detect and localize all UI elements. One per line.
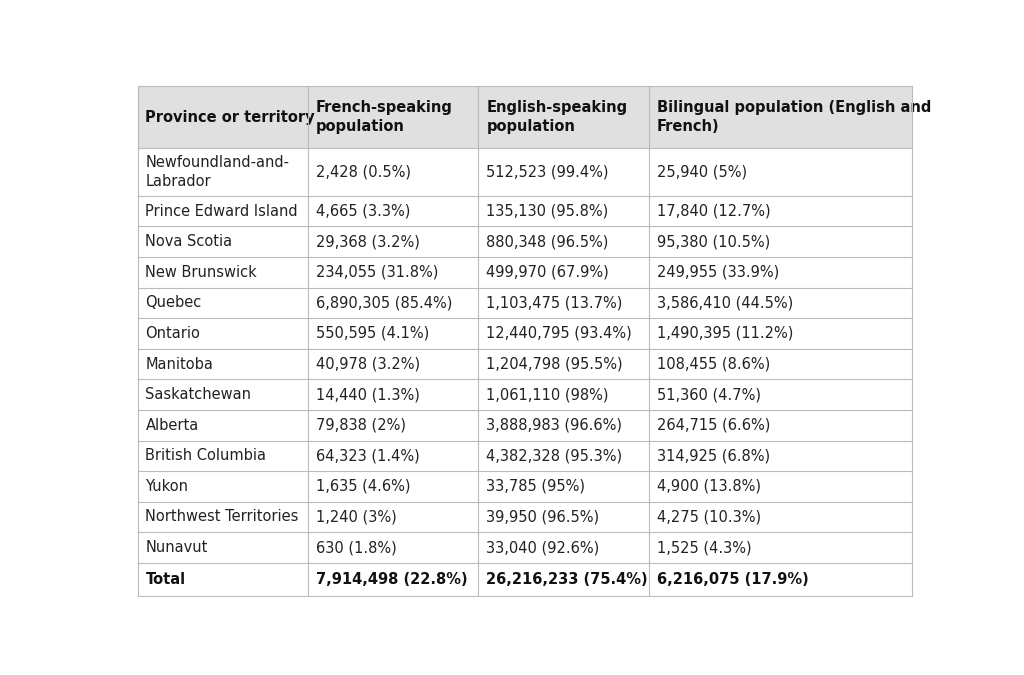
Text: Province or territory: Province or territory <box>145 110 315 125</box>
Text: 108,455 (8.6%): 108,455 (8.6%) <box>656 356 770 371</box>
Text: 4,275 (10.3%): 4,275 (10.3%) <box>656 510 761 524</box>
Text: Bilingual population (English and
French): Bilingual population (English and French… <box>656 100 931 134</box>
Bar <box>137 86 912 148</box>
Text: 3,586,410 (44.5%): 3,586,410 (44.5%) <box>656 296 793 310</box>
Text: 25,940 (5%): 25,940 (5%) <box>656 165 746 180</box>
Bar <box>137 196 912 226</box>
Text: Nova Scotia: Nova Scotia <box>145 234 232 249</box>
Bar <box>137 379 912 410</box>
Text: 39,950 (96.5%): 39,950 (96.5%) <box>486 510 599 524</box>
Text: 17,840 (12.7%): 17,840 (12.7%) <box>656 204 770 219</box>
Text: 1,204,798 (95.5%): 1,204,798 (95.5%) <box>486 356 623 371</box>
Bar <box>137 441 912 471</box>
Bar <box>137 288 912 318</box>
Text: Northwest Territories: Northwest Territories <box>145 510 299 524</box>
Text: Saskatchewan: Saskatchewan <box>145 387 252 402</box>
Text: 6,890,305 (85.4%): 6,890,305 (85.4%) <box>315 296 453 310</box>
Text: French-speaking
population: French-speaking population <box>315 100 453 134</box>
Text: 1,635 (4.6%): 1,635 (4.6%) <box>315 479 411 494</box>
Bar <box>137 410 912 441</box>
Text: Nunavut: Nunavut <box>145 540 208 555</box>
Text: 33,040 (92.6%): 33,040 (92.6%) <box>486 540 599 555</box>
Text: 1,061,110 (98%): 1,061,110 (98%) <box>486 387 608 402</box>
Text: Prince Edward Island: Prince Edward Island <box>145 204 298 219</box>
Text: 95,380 (10.5%): 95,380 (10.5%) <box>656 234 770 249</box>
Text: Quebec: Quebec <box>145 296 202 310</box>
Text: 14,440 (1.3%): 14,440 (1.3%) <box>315 387 420 402</box>
Text: 12,440,795 (93.4%): 12,440,795 (93.4%) <box>486 326 632 341</box>
Text: 630 (1.8%): 630 (1.8%) <box>315 540 396 555</box>
Text: 3,888,983 (96.6%): 3,888,983 (96.6%) <box>486 418 623 433</box>
Text: New Brunswick: New Brunswick <box>145 265 257 280</box>
Bar <box>137 148 912 196</box>
Text: 314,925 (6.8%): 314,925 (6.8%) <box>656 448 770 463</box>
Text: 1,490,395 (11.2%): 1,490,395 (11.2%) <box>656 326 793 341</box>
Text: 1,525 (4.3%): 1,525 (4.3%) <box>656 540 752 555</box>
Text: 6,216,075 (17.9%): 6,216,075 (17.9%) <box>656 572 808 587</box>
Text: English-speaking
population: English-speaking population <box>486 100 628 134</box>
Text: 234,055 (31.8%): 234,055 (31.8%) <box>315 265 438 280</box>
Text: Ontario: Ontario <box>145 326 201 341</box>
Text: 550,595 (4.1%): 550,595 (4.1%) <box>315 326 429 341</box>
Bar <box>137 349 912 379</box>
Text: 1,103,475 (13.7%): 1,103,475 (13.7%) <box>486 296 623 310</box>
Text: 33,785 (95%): 33,785 (95%) <box>486 479 586 494</box>
Text: 512,523 (99.4%): 512,523 (99.4%) <box>486 165 608 180</box>
Text: 135,130 (95.8%): 135,130 (95.8%) <box>486 204 608 219</box>
Text: 7,914,498 (22.8%): 7,914,498 (22.8%) <box>315 572 468 587</box>
Text: 1,240 (3%): 1,240 (3%) <box>315 510 396 524</box>
Bar <box>137 563 912 595</box>
Text: 2,428 (0.5%): 2,428 (0.5%) <box>315 165 411 180</box>
Text: 79,838 (2%): 79,838 (2%) <box>315 418 406 433</box>
Bar <box>137 533 912 563</box>
Text: 499,970 (67.9%): 499,970 (67.9%) <box>486 265 609 280</box>
Text: Newfoundland-and-
Labrador: Newfoundland-and- Labrador <box>145 155 290 189</box>
Text: 4,665 (3.3%): 4,665 (3.3%) <box>315 204 411 219</box>
Text: 26,216,233 (75.4%): 26,216,233 (75.4%) <box>486 572 648 587</box>
Text: 249,955 (33.9%): 249,955 (33.9%) <box>656 265 779 280</box>
Text: 64,323 (1.4%): 64,323 (1.4%) <box>315 448 420 463</box>
Text: British Columbia: British Columbia <box>145 448 266 463</box>
Bar <box>137 226 912 257</box>
Bar <box>137 502 912 533</box>
Text: Alberta: Alberta <box>145 418 199 433</box>
Text: 40,978 (3.2%): 40,978 (3.2%) <box>315 356 420 371</box>
Text: Yukon: Yukon <box>145 479 188 494</box>
Text: 264,715 (6.6%): 264,715 (6.6%) <box>656 418 770 433</box>
Text: Manitoba: Manitoba <box>145 356 213 371</box>
Text: 4,900 (13.8%): 4,900 (13.8%) <box>656 479 761 494</box>
Bar <box>137 257 912 288</box>
Text: 51,360 (4.7%): 51,360 (4.7%) <box>656 387 761 402</box>
Text: 29,368 (3.2%): 29,368 (3.2%) <box>315 234 420 249</box>
Text: 4,382,328 (95.3%): 4,382,328 (95.3%) <box>486 448 623 463</box>
Text: Total: Total <box>145 572 185 587</box>
Bar <box>137 318 912 349</box>
Bar <box>137 471 912 502</box>
Text: 880,348 (96.5%): 880,348 (96.5%) <box>486 234 608 249</box>
